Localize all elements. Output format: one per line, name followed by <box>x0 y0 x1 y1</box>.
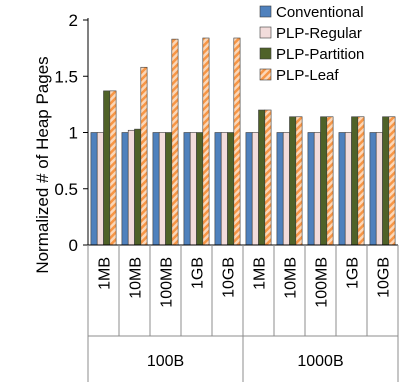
bar-plp-regular-1 <box>96 132 104 246</box>
legend-label: PLP-Regular <box>276 25 362 42</box>
legend-swatch <box>259 68 272 81</box>
bar-plp-regular-3 <box>158 132 166 246</box>
bar-plp-regular-10 <box>375 132 383 246</box>
group-labels: 100B 1000B <box>147 353 344 370</box>
legend: Conventional PLP-Regular PLP-Partition PLP-… <box>259 4 364 84</box>
axes <box>87 18 399 382</box>
bar-conventional-6 <box>245 132 253 246</box>
bar-plp-leaf-9 <box>357 116 365 246</box>
bar-plp-leaf-10 <box>388 116 396 246</box>
bar-plp-partition-2 <box>134 128 142 246</box>
bar-conventional-1 <box>90 132 98 246</box>
group-label: 1000B <box>297 353 343 370</box>
category-label: 1GB <box>345 257 362 289</box>
bar-plp-partition-3 <box>165 132 173 246</box>
bar-plp-leaf-7 <box>295 116 303 246</box>
category-labels: 1MB 10MB 100MB 1GB 10GB 1MB 10MB 100MB 1GB 10GB <box>97 257 393 308</box>
y-tick-label: 2 <box>69 11 78 30</box>
bar-plp-leaf-6 <box>264 109 272 246</box>
bar-conventional-3 <box>152 132 160 246</box>
category-label: 1GB <box>190 257 207 289</box>
y-tick-label: 0 <box>69 236 78 255</box>
category-label: 1MB <box>252 257 269 290</box>
category-label: 10GB <box>376 257 393 298</box>
bar-plp-regular-6 <box>251 132 259 246</box>
category-label: 100MB <box>314 257 331 308</box>
category-label: 10MB <box>128 257 145 299</box>
group-label: 100B <box>147 353 184 370</box>
bar-plp-regular-2 <box>127 129 135 246</box>
bar-plp-leaf-4 <box>202 37 210 246</box>
bar-plp-partition-4 <box>196 132 204 246</box>
bar-plp-partition-7 <box>289 116 297 246</box>
bar-plp-leaf-5 <box>233 37 241 246</box>
legend-swatch <box>259 26 272 39</box>
y-axis-ticks: 0 0.5 1 1.5 2 <box>54 11 88 255</box>
bar-plp-leaf-8 <box>326 116 334 246</box>
bar-plp-partition-6 <box>258 109 266 246</box>
bar-conventional-8 <box>307 132 315 246</box>
bar-plp-leaf-3 <box>171 38 179 246</box>
bar-conventional-5 <box>214 132 222 246</box>
y-tick-label: 1.5 <box>54 67 78 86</box>
bar-plp-partition-10 <box>382 116 390 246</box>
bar-plp-leaf-2 <box>140 66 148 246</box>
category-label: 1MB <box>97 257 114 290</box>
bar-plp-partition-1 <box>103 90 111 246</box>
legend-label: PLP-Partition <box>276 46 364 63</box>
bar-plp-regular-4 <box>189 132 197 246</box>
y-tick-label: 1 <box>69 124 78 143</box>
y-tick-label: 0.5 <box>54 180 78 199</box>
bars <box>90 37 396 246</box>
bar-plp-regular-8 <box>313 132 321 246</box>
bar-plp-leaf-1 <box>109 90 117 246</box>
bar-conventional-9 <box>338 132 346 246</box>
bar-plp-partition-8 <box>320 116 328 246</box>
bar-conventional-2 <box>121 132 129 246</box>
bar-conventional-4 <box>183 132 191 246</box>
legend-label: PLP-Leaf <box>276 67 339 84</box>
bar-plp-partition-9 <box>351 116 359 246</box>
legend-label: Conventional <box>276 4 364 21</box>
bar-plp-partition-5 <box>227 132 235 246</box>
bar-plp-regular-7 <box>282 132 290 246</box>
bar-plp-regular-9 <box>344 132 352 246</box>
legend-swatch <box>259 47 272 60</box>
bar-plp-regular-5 <box>220 132 228 246</box>
category-label: 10MB <box>283 257 300 299</box>
bar-conventional-10 <box>369 132 377 246</box>
legend-swatch <box>259 5 272 18</box>
bar-conventional-7 <box>276 132 284 246</box>
y-axis-label: Normalized # of Heap Pages <box>33 56 52 273</box>
category-label: 100MB <box>159 257 176 308</box>
category-label: 10GB <box>221 257 238 298</box>
